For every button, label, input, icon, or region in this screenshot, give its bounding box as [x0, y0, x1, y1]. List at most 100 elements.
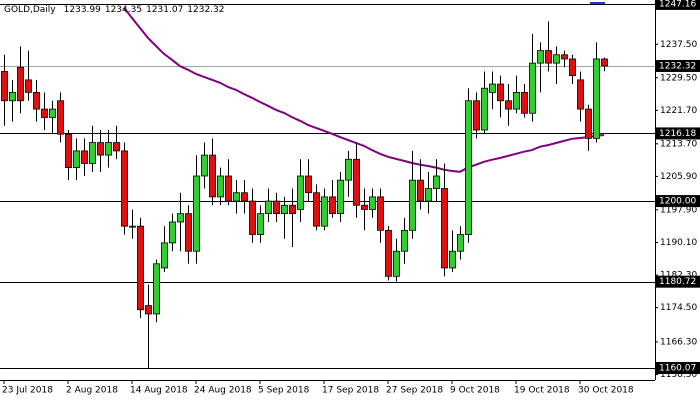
candle-body: [89, 142, 96, 164]
x-tick-label: 17 Sep 2018: [322, 386, 379, 396]
candle-body: [313, 192, 320, 227]
y-tick-label: 1229.50: [660, 73, 697, 83]
candle-body: [449, 250, 456, 269]
x-tick-label: 24 Aug 2018: [194, 386, 252, 396]
y-tick-label: 1237.50: [660, 40, 697, 50]
candle-body: [1, 71, 8, 102]
candle-body: [409, 179, 416, 231]
candle-body: [41, 108, 48, 118]
y-tick-label: 1174.50: [660, 303, 697, 313]
last-open: 1233.99: [64, 5, 101, 15]
candle-body: [473, 100, 480, 131]
y-tick-label: 1190.10: [660, 238, 697, 248]
candle-body: [457, 234, 464, 252]
candle-body: [177, 213, 184, 223]
x-tick-label: 2 Aug 2018: [66, 386, 118, 396]
candle-body: [169, 221, 176, 244]
y-tick-label: 1158.50: [660, 370, 697, 380]
candle-body: [369, 196, 376, 210]
moving-average: [123, 7, 605, 173]
candle-body: [521, 91, 528, 114]
candle-body: [9, 91, 16, 102]
candle-body: [537, 50, 544, 64]
candle-body: [57, 100, 64, 135]
candle-body: [161, 242, 168, 269]
y-tick-label: 1213.70: [660, 139, 697, 149]
candle-body: [529, 62, 536, 114]
candle-body: [593, 58, 600, 139]
candle-body: [281, 204, 288, 215]
candle-body: [353, 158, 360, 206]
candle-body: [225, 175, 232, 202]
candle-body: [137, 225, 144, 311]
candle-body: [545, 50, 552, 64]
candle-body: [297, 175, 304, 210]
candle-body: [465, 100, 472, 235]
candle-body: [249, 200, 256, 235]
candle-body: [393, 250, 400, 277]
candle-body: [401, 229, 408, 252]
candle-body: [201, 154, 208, 177]
x-tick-label: 27 Sep 2018: [386, 386, 443, 396]
y-tick-label: 1182.30: [660, 271, 697, 281]
candle-body: [97, 142, 104, 156]
x-tick-label: 14 Aug 2018: [130, 386, 188, 396]
candle-body: [153, 263, 160, 315]
candle-body: [217, 175, 224, 198]
candle-body: [233, 192, 240, 202]
candle-body: [289, 204, 296, 215]
x-tick-label: 9 Oct 2018: [450, 386, 500, 396]
candle-body: [553, 54, 560, 64]
candle-body: [441, 188, 448, 269]
candle-body: [433, 175, 440, 189]
candle-body: [81, 150, 88, 164]
candle-body: [385, 229, 392, 277]
y-tick-label: 1205.90: [660, 172, 697, 182]
last-close: 1232.32: [187, 5, 224, 15]
candle-body: [129, 225, 136, 228]
level-label-box: [656, 195, 700, 208]
candle-body: [145, 305, 152, 315]
chart-header: GOLD,Daily 1233.99 1234.35 1231.07 1232.32: [4, 5, 225, 15]
y-tick-label: 1197.90: [660, 205, 697, 215]
candle-body: [49, 108, 56, 118]
candle-body: [377, 196, 384, 231]
candle-body: [209, 154, 216, 198]
level-label-box: [656, 0, 700, 10]
level-label: 1232.32: [659, 61, 696, 71]
symbol: GOLD,Daily: [4, 5, 56, 15]
candle-body: [513, 91, 520, 110]
x-tick-label: 5 Sep 2018: [258, 386, 310, 396]
y-tick-label: 1221.70: [660, 106, 697, 116]
level-label-box: [656, 275, 700, 288]
last-low: 1231.07: [146, 5, 183, 15]
candle-body: [17, 66, 24, 102]
candle-body: [337, 179, 344, 215]
candle-body: [241, 192, 248, 202]
candle-body: [305, 175, 312, 194]
candle-body: [481, 87, 488, 131]
level-label-box: [656, 59, 700, 72]
level-label: 1160.07: [659, 364, 696, 374]
x-tick-label: 30 Oct 2018: [578, 386, 634, 396]
level-label: 1247.16: [659, 0, 696, 9]
level-label-box: [656, 362, 700, 375]
x-tick-label: 19 Oct 2018: [514, 386, 570, 396]
candle-body: [105, 142, 112, 156]
y-tick-label: 1166.30: [660, 337, 697, 347]
candle-body: [345, 158, 352, 181]
candle-body: [497, 83, 504, 102]
candle-body: [33, 91, 40, 110]
candle-body: [265, 200, 272, 215]
candle-body: [121, 150, 128, 227]
candle-body: [489, 83, 496, 93]
candle-body: [577, 79, 584, 110]
level-label: 1200.00: [659, 197, 696, 207]
candle-body: [601, 58, 608, 67]
last-high: 1234.35: [105, 5, 142, 15]
candle-body: [425, 188, 432, 202]
plot-area: [0, 4, 655, 369]
candle-body: [417, 179, 424, 202]
candle-body: [329, 196, 336, 215]
